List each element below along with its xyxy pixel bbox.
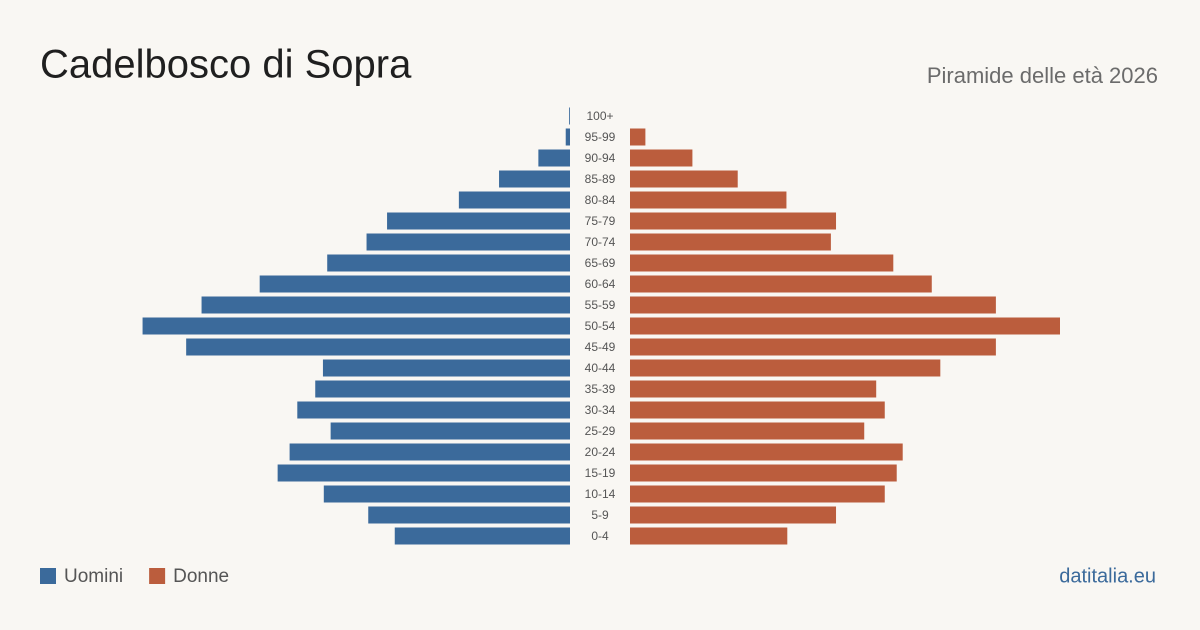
bar [368,506,570,524]
legend-swatch [149,568,166,584]
bar [630,422,865,440]
age-label: 30-34 [585,403,616,417]
bar [630,443,903,461]
bar [330,422,570,440]
legend-label: Donne [173,566,229,587]
age-label: 25-29 [585,424,616,438]
bar [630,338,996,356]
bar [277,464,570,482]
chart-subtitle: Piramide delle età 2026 [927,63,1158,88]
bar [630,527,788,545]
bar [186,338,570,356]
age-label: 90-94 [585,151,616,165]
age-label: 5-9 [591,508,609,522]
chart-title: Cadelbosco di Sopra [40,43,412,87]
bar [499,170,570,188]
bar [259,275,570,293]
age-label: 95-99 [585,130,616,144]
bar [630,212,837,230]
bar [366,233,570,251]
age-label: 0-4 [591,529,609,543]
source: datitalia.eu [1059,565,1156,587]
age-label: 10-14 [585,487,616,501]
age-label: 40-44 [585,361,616,375]
age-label: 15-19 [585,466,616,480]
age-label: 65-69 [585,256,616,270]
age-label: 75-79 [585,214,616,228]
bar [630,149,693,167]
age-label: 80-84 [585,193,616,207]
age-label: 70-74 [585,235,616,249]
age-label: 100+ [586,109,613,123]
bar [630,191,787,209]
bar [538,149,570,167]
bar [630,275,932,293]
bar [630,317,1060,335]
bar [630,506,837,524]
bar [201,296,570,314]
age-label: 85-89 [585,172,616,186]
bar [630,170,738,188]
age-label: 20-24 [585,445,616,459]
age-label: 45-49 [585,340,616,354]
bar [630,359,941,377]
bar [630,401,885,419]
legend-label: Uomini [64,566,123,587]
bar [569,107,570,125]
bar [387,212,570,230]
bar [142,317,570,335]
legend-swatch [40,568,56,584]
age-label: 50-54 [585,319,616,333]
bar [565,128,570,146]
bar [630,233,831,251]
bar [630,464,897,482]
bar [394,527,570,545]
bar [458,191,570,209]
age-label: 60-64 [585,277,616,291]
bar [630,380,877,398]
bar [630,485,885,503]
bar [630,254,894,272]
age-label: 35-39 [585,382,616,396]
bar [297,401,570,419]
bar [315,380,570,398]
bar [630,128,646,146]
bar [327,254,570,272]
bar [630,296,996,314]
bar [322,359,570,377]
bar [323,485,570,503]
bar [289,443,570,461]
age-label: 55-59 [585,298,616,312]
